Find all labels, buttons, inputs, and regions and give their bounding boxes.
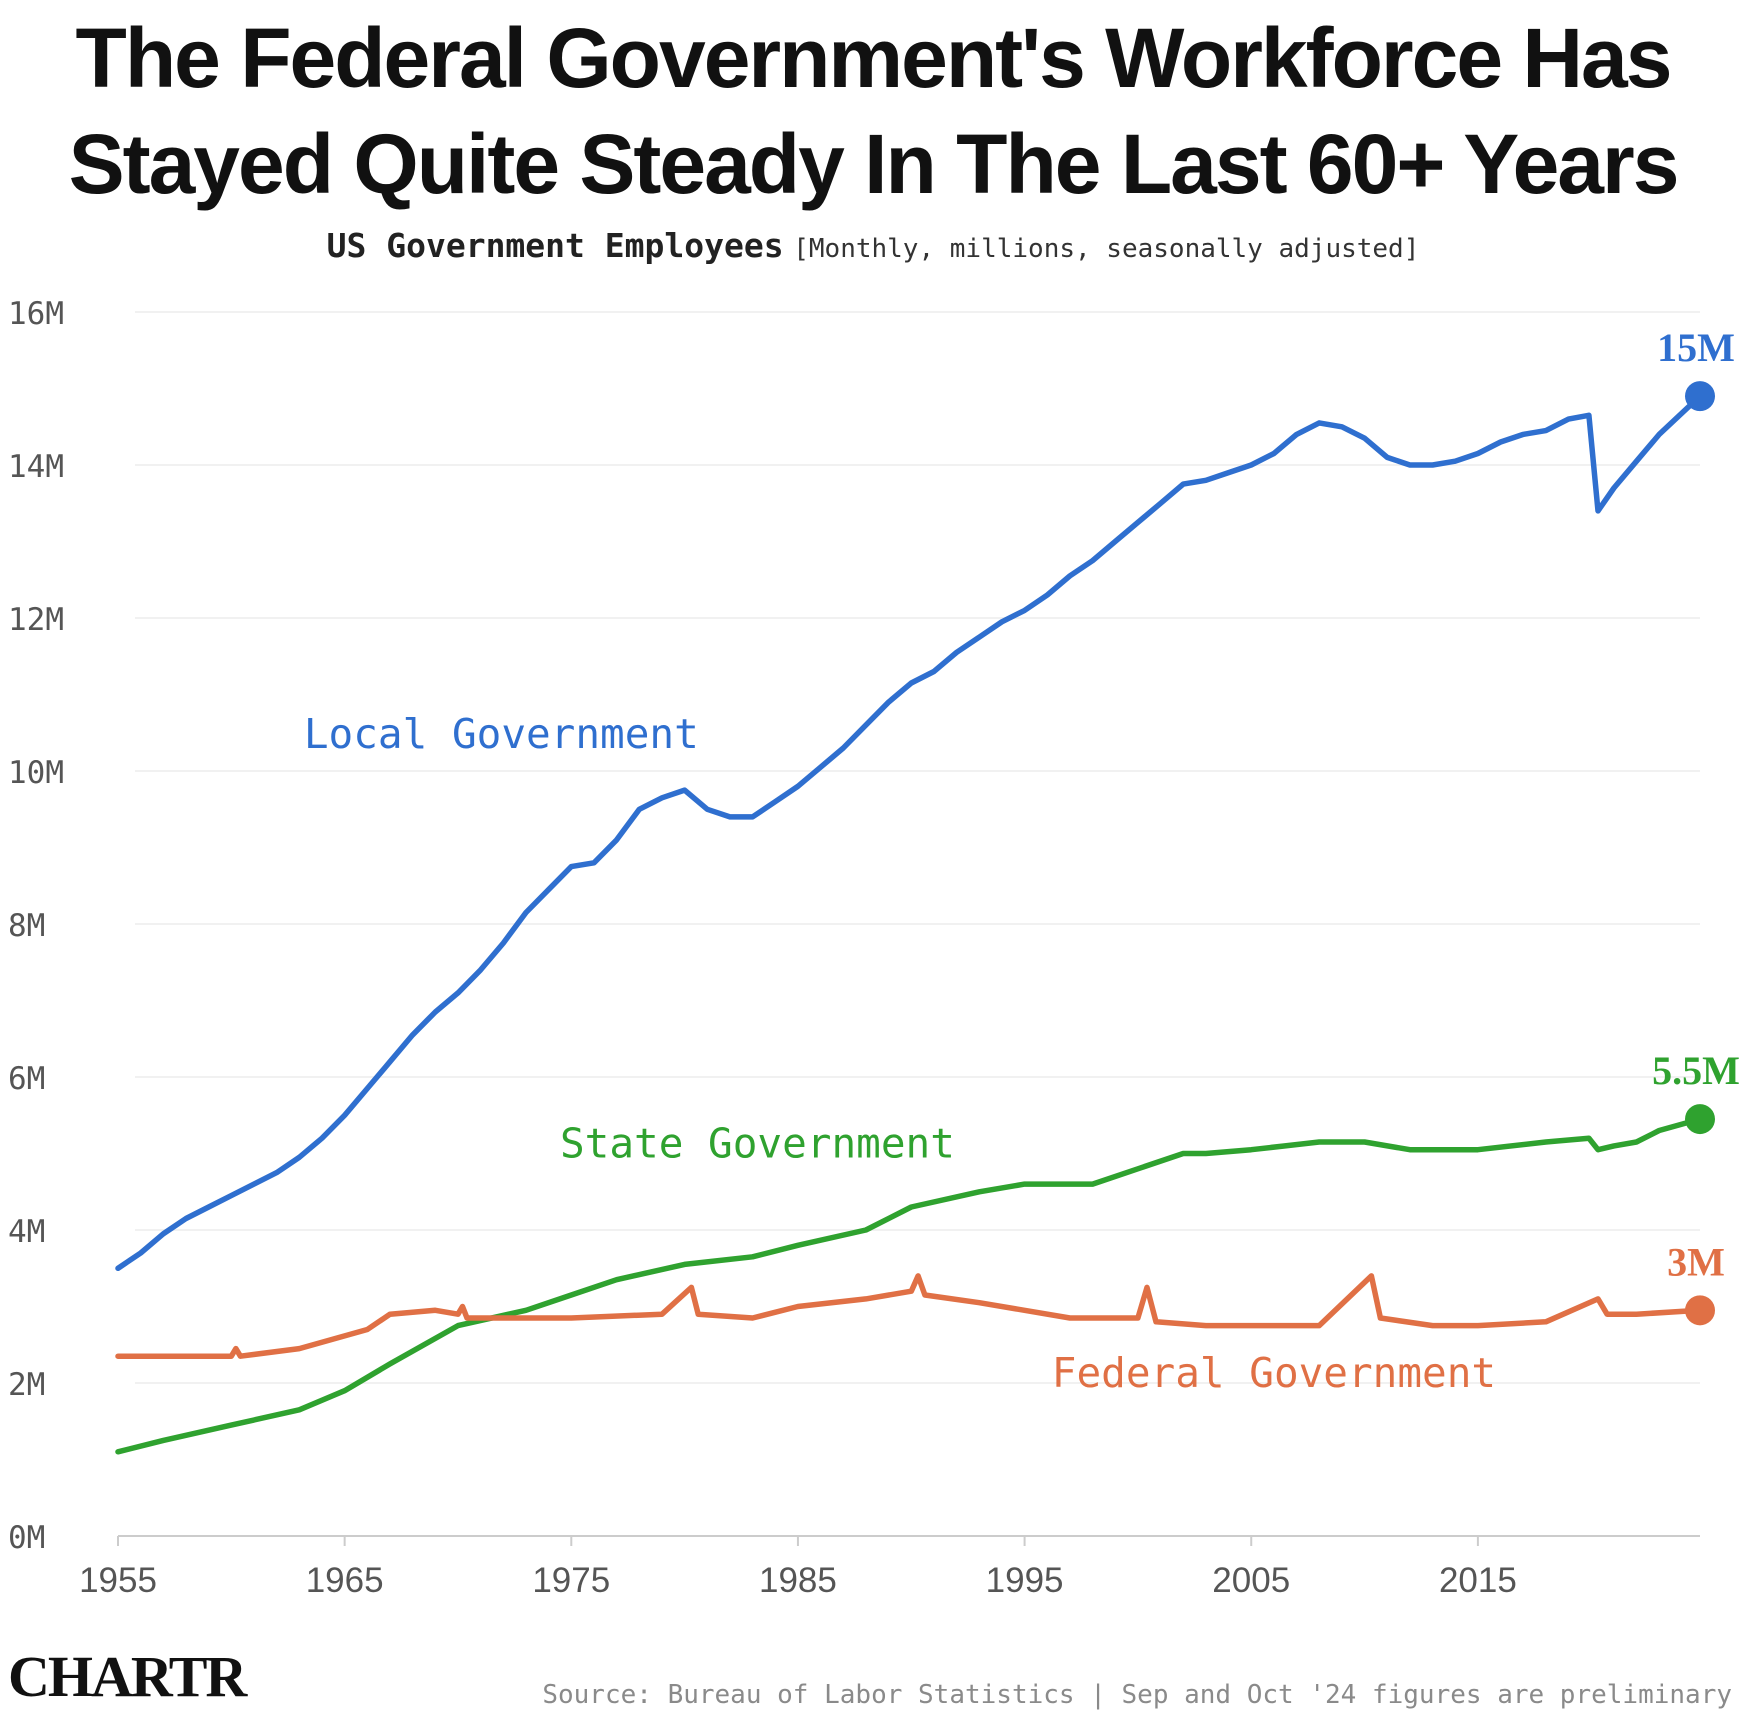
federal-end-point bbox=[1685, 1295, 1715, 1326]
y-tick-label: 14M bbox=[8, 449, 64, 485]
source-note: Source: Bureau of Labor Statistics | Sep… bbox=[542, 1680, 1732, 1710]
federal-government-line bbox=[115, 1273, 1703, 1359]
label-layer: 15M 5.5M 3M Local Government State Governmen… bbox=[304, 325, 1740, 1397]
chart-subtitle: US Government Employees [Monthly, millio… bbox=[0, 226, 1746, 265]
series-layer bbox=[115, 381, 1715, 1455]
local-end-label: 15M bbox=[1657, 325, 1735, 370]
local-government-line bbox=[115, 393, 1703, 1272]
y-tick-label: 12M bbox=[8, 602, 64, 638]
y-tick-label: 4M bbox=[8, 1214, 45, 1250]
x-tick-label: 1965 bbox=[306, 1561, 384, 1600]
state-end-point bbox=[1685, 1104, 1715, 1135]
y-tick-label: 8M bbox=[8, 908, 45, 944]
x-tick-label: 1955 bbox=[79, 1561, 157, 1600]
y-tick-label: 6M bbox=[8, 1061, 45, 1097]
federal-end-label: 3M bbox=[1667, 1239, 1725, 1284]
x-tick-label: 2005 bbox=[1212, 1561, 1290, 1600]
x-tick-label: 2015 bbox=[1439, 1561, 1517, 1600]
chart-title-line-2: Stayed Quite Steady In The Last 60+ Year… bbox=[68, 117, 1680, 211]
chart-title-line-1: The Federal Government's Workforce Has bbox=[75, 11, 1673, 105]
subtitle-main: US Government Employees bbox=[326, 226, 784, 265]
local-series-label: Local Government bbox=[304, 710, 699, 758]
subtitle-note: [Monthly, millions, seasonally adjusted] bbox=[793, 234, 1420, 264]
state-end-label: 5.5M bbox=[1652, 1048, 1740, 1093]
axis-layer: 0M 2M 4M 6M 8M 10M 12M 14M 16M 1955 1965 1975 1985 19… bbox=[8, 296, 1700, 1600]
y-tick-label: 16M bbox=[8, 296, 64, 332]
y-tick-label: 2M bbox=[8, 1367, 45, 1403]
x-tick-label: 1975 bbox=[532, 1561, 610, 1600]
state-government-line bbox=[115, 1116, 1703, 1455]
chartr-logo: CHARTR bbox=[8, 1644, 247, 1709]
x-tick-label: 1995 bbox=[986, 1561, 1064, 1600]
federal-series-label: Federal Government bbox=[1052, 1349, 1496, 1397]
state-series-label: State Government bbox=[560, 1119, 955, 1167]
x-tick-label: 1985 bbox=[759, 1561, 837, 1600]
y-tick-label: 0M bbox=[8, 1520, 45, 1556]
y-tick-label: 10M bbox=[8, 755, 64, 791]
local-end-point bbox=[1685, 381, 1715, 412]
grid-layer bbox=[135, 311, 1700, 1384]
line-chart: 0M 2M 4M 6M 8M 10M 12M 14M 16M 1955 1965 1975 1985 19… bbox=[8, 296, 1740, 1600]
